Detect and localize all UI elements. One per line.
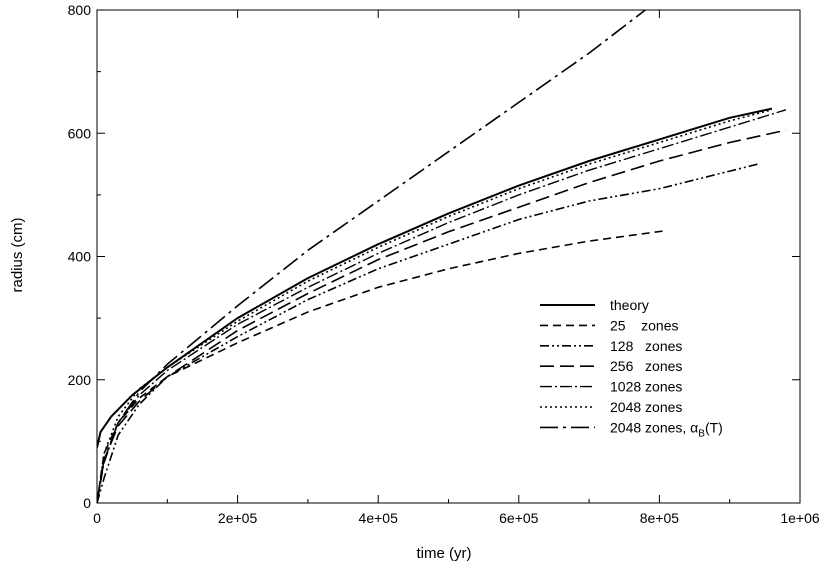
y-tick-label: 0 xyxy=(83,495,91,511)
legend-label-2: 128 zones xyxy=(610,338,682,354)
x-tick-label: 2e+05 xyxy=(218,510,258,526)
legend-label-0: theory xyxy=(610,297,649,313)
series-line-6 xyxy=(97,10,646,503)
x-axis-title: time (yr) xyxy=(417,545,472,562)
series-line-4 xyxy=(97,109,787,503)
legend-label-3: 256 zones xyxy=(610,358,682,374)
y-axis-title: radius (cm) xyxy=(9,217,26,292)
legend-label-4: 1028 zones xyxy=(610,379,682,395)
x-tick-label: 1e+06 xyxy=(780,510,820,526)
x-tick-label: 0 xyxy=(93,510,101,526)
y-tick-label: 600 xyxy=(68,125,92,141)
x-tick-label: 4e+05 xyxy=(359,510,399,526)
legend-label-6: 2048 zones, αB(T) xyxy=(610,419,723,439)
legend-label-1: 25 zones xyxy=(610,317,679,333)
y-tick-label: 800 xyxy=(68,2,92,18)
y-tick-label: 200 xyxy=(68,372,92,388)
x-tick-label: 6e+05 xyxy=(499,510,539,526)
series-line-5 xyxy=(97,109,773,503)
series-line-3 xyxy=(97,129,787,503)
series-line-2 xyxy=(97,163,758,503)
legend: theory 25 zones 128 zones 256 zones 1028 zon… xyxy=(540,297,723,439)
axes: 0 2e+05 4e+05 6e+05 8e+05 1e+06 0 200 400 600 800 xyxy=(68,2,820,526)
legend-label-5: 2048 zones xyxy=(610,399,682,415)
series-line-0 xyxy=(97,107,773,448)
y-tick-label: 400 xyxy=(68,249,92,265)
x-tick-label: 8e+05 xyxy=(640,510,680,526)
series-lines xyxy=(97,10,787,503)
